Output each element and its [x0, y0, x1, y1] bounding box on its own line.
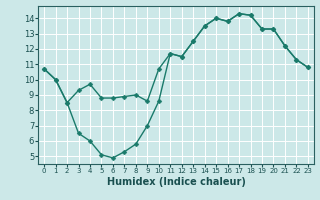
- X-axis label: Humidex (Indice chaleur): Humidex (Indice chaleur): [107, 177, 245, 187]
